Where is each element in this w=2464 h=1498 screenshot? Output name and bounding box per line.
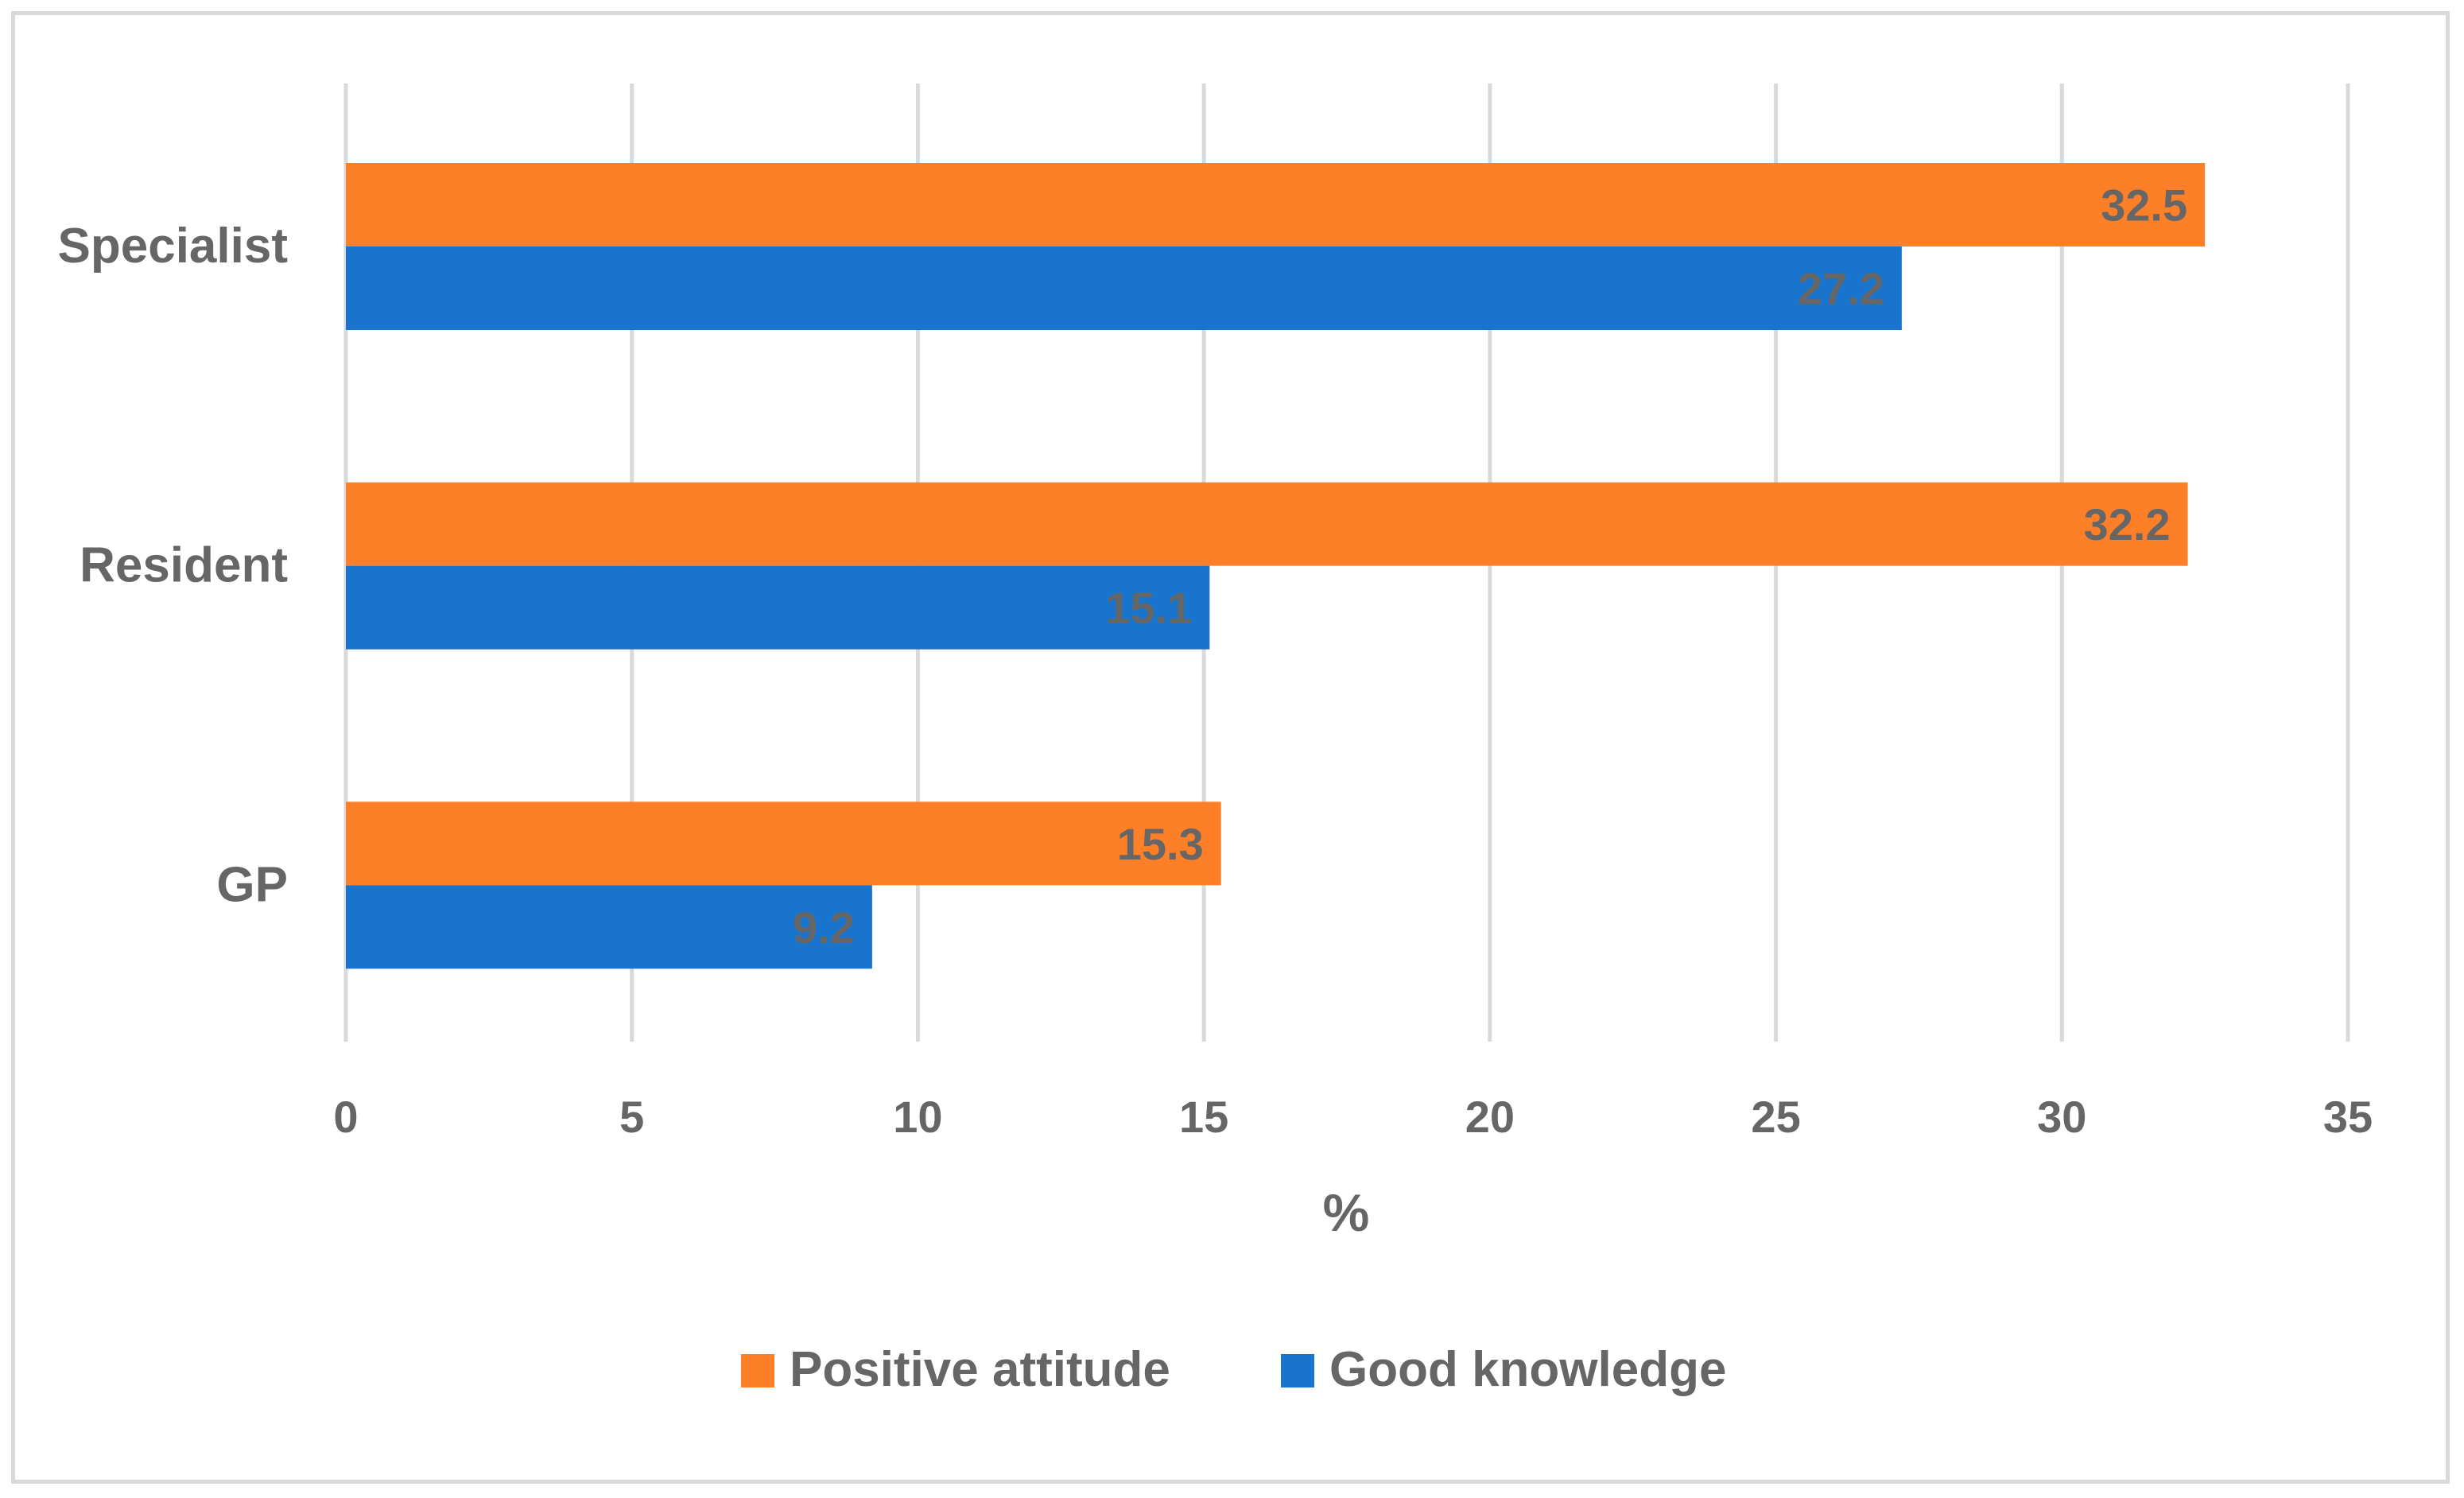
x-tick-label-10: 10: [893, 1092, 942, 1142]
x-tick-label-20: 20: [1465, 1092, 1515, 1142]
bar-gp-positive-attitude: [346, 801, 1221, 886]
axes: 0 5 10 15 20 25 30 35 Specialist Resident GP%: [58, 219, 2373, 1242]
x-tick-label-0: 0: [333, 1092, 358, 1142]
data-label-specialist-good-knowledge: 27.2: [1798, 264, 1884, 314]
legend-label-positive-attitude: Positive attitude: [790, 1342, 1170, 1397]
bar-resident-good-knowledge: [346, 565, 1210, 650]
legend-swatch-good-knowledge: [1281, 1354, 1314, 1387]
x-tick-label-30: 30: [2037, 1092, 2086, 1142]
x-tick-label-15: 15: [1179, 1092, 1228, 1142]
data-labels: 32.5 27.2 32.2 15.1 15.3 9.2: [793, 180, 2187, 953]
data-label-resident-good-knowledge: 15.1: [1105, 583, 1192, 633]
legend: Positive attitude Good knowledge: [741, 1342, 1726, 1397]
bar-specialist-positive-attitude: [346, 163, 2206, 246]
data-label-specialist-positive-attitude: 32.5: [2101, 180, 2187, 231]
x-tick-label-5: 5: [619, 1092, 644, 1142]
data-label-resident-positive-attitude: 32.2: [2084, 499, 2171, 549]
bar-resident-positive-attitude: [346, 482, 2188, 566]
bar-gp-good-knowledge: [346, 885, 872, 969]
x-axis-title: %: [1323, 1183, 1370, 1242]
legend-label-good-knowledge: Good knowledge: [1329, 1342, 1726, 1397]
data-label-gp-positive-attitude: 15.3: [1117, 819, 1204, 869]
bar-specialist-good-knowledge: [346, 246, 1902, 330]
y-category-label-specialist: Specialist: [58, 219, 288, 274]
x-tick-label-35: 35: [2323, 1092, 2373, 1142]
legend-swatch-positive-attitude: [741, 1354, 774, 1387]
data-label-gp-good-knowledge: 9.2: [793, 902, 855, 953]
x-tick-label-25: 25: [1751, 1092, 1800, 1142]
bars: [346, 163, 2206, 969]
y-category-label-gp: GP: [216, 857, 288, 912]
y-category-label-resident: Resident: [80, 538, 288, 593]
